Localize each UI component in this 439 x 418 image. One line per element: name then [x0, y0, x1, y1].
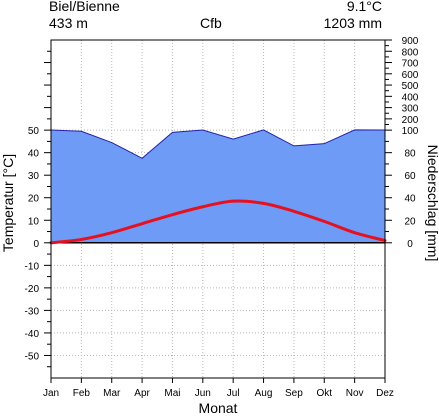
temperature-tick-label: 40 — [28, 149, 40, 160]
month-axis: Jan Feb Mar Apr Mai Jun Jul Aug Sep Okt Nov Dez — [43, 378, 394, 399]
y-axis-label-right: Niederschlag [mm] — [425, 145, 439, 262]
temperature-tick-label: 50 — [28, 126, 40, 137]
x-axis-label: Monat — [199, 400, 238, 416]
month-tick-label: Jul — [227, 388, 240, 399]
month-tick-label: Aug — [255, 388, 273, 399]
precipitation-tick-label: 600 — [402, 70, 419, 81]
precipitation-tick-label: 300 — [402, 104, 419, 115]
month-tick-label: Jun — [195, 388, 211, 399]
precipitation-line — [50, 129, 386, 159]
station-name: Biel/Bienne — [49, 0, 120, 14]
month-tick-label: Okt — [316, 388, 332, 399]
precipitation-tick-label: 400 — [402, 92, 419, 103]
month-tick-label: Mai — [164, 388, 180, 399]
temperature-tick-label: 0 — [33, 239, 39, 250]
station-elevation: 433 m — [49, 15, 88, 31]
precipitation-tick-label: 700 — [402, 59, 419, 70]
month-tick-label: Feb — [73, 388, 91, 399]
precipitation-tick-label: 900 — [402, 36, 419, 47]
temperature-tick-label: -30 — [25, 306, 40, 317]
temperature-tick-label: -50 — [25, 351, 40, 362]
temperature-tick-label: -20 — [25, 284, 40, 295]
month-tick-label: Apr — [134, 388, 150, 399]
month-tick-label: Nov — [346, 388, 364, 399]
precipitation-tick-label: 200 — [402, 115, 419, 126]
temperature-tick-label: 10 — [28, 216, 40, 227]
month-tick-label: Mar — [103, 388, 121, 399]
mean-temperature: 9.1°C — [346, 0, 382, 14]
temperature-tick-label: -40 — [25, 329, 40, 340]
annual-precipitation: 1203 mm — [323, 15, 382, 31]
month-tick-label: Sep — [285, 388, 303, 399]
precipitation-tick-label: 100 — [402, 126, 419, 137]
temperature-tick-label: -10 — [25, 261, 40, 272]
month-tick-label: Jan — [43, 388, 59, 399]
precipitation-tick-label: 80 — [404, 149, 416, 160]
precipitation-tick-label: 60 — [404, 171, 416, 182]
temperature-tick-label: 20 — [28, 194, 40, 205]
temperature-line — [49, 199, 387, 245]
precipitation-tick-label: 40 — [404, 194, 416, 205]
y-axis-label-left: Temperatur [°C] — [0, 154, 16, 252]
precipitation-tick-label: 20 — [404, 216, 416, 227]
month-tick-label: Dez — [376, 388, 394, 399]
precipitation-tick-label: 800 — [402, 47, 419, 58]
precipitation-tick-label: 500 — [402, 81, 419, 92]
climate-class: Cfb — [200, 15, 222, 31]
temperature-axis: -50 -40 -30 -20 -10 0 10 20 30 40 50 — [25, 50, 51, 368]
precipitation-tick-label: 0 — [407, 239, 413, 250]
temperature-tick-label: 30 — [28, 171, 40, 182]
